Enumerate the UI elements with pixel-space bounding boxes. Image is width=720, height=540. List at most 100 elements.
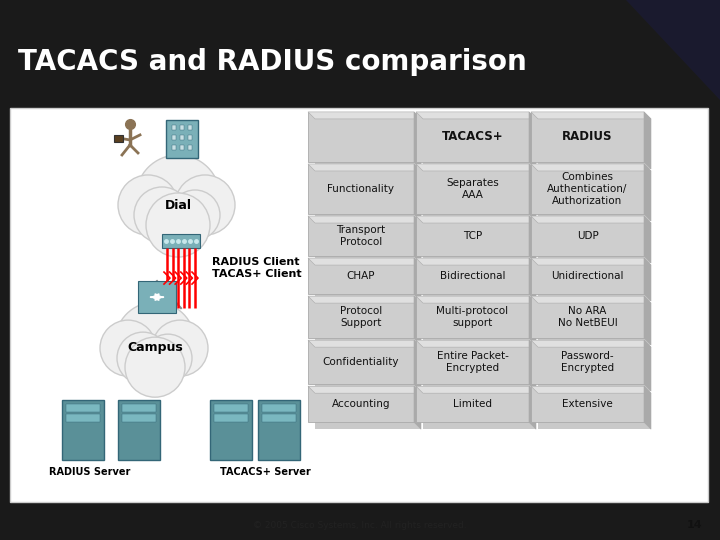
Text: Functionality: Functionality bbox=[328, 184, 395, 194]
Polygon shape bbox=[626, 0, 720, 100]
Polygon shape bbox=[414, 258, 421, 301]
Text: TACACS+ Server: TACACS+ Server bbox=[220, 467, 310, 477]
Polygon shape bbox=[529, 386, 536, 429]
FancyBboxPatch shape bbox=[538, 303, 651, 345]
Polygon shape bbox=[414, 340, 421, 391]
Circle shape bbox=[146, 193, 210, 257]
FancyBboxPatch shape bbox=[531, 164, 644, 214]
Polygon shape bbox=[644, 112, 651, 169]
Text: Entire Packet-
Encrypted: Entire Packet- Encrypted bbox=[436, 351, 508, 373]
FancyBboxPatch shape bbox=[423, 347, 536, 391]
Text: RADIUS: RADIUS bbox=[562, 131, 613, 144]
Text: 14: 14 bbox=[686, 520, 702, 530]
FancyBboxPatch shape bbox=[531, 386, 644, 422]
FancyBboxPatch shape bbox=[416, 296, 529, 338]
FancyBboxPatch shape bbox=[308, 112, 414, 162]
Polygon shape bbox=[414, 386, 421, 429]
Text: Transport
Protocol: Transport Protocol bbox=[336, 225, 386, 247]
Text: Extensive: Extensive bbox=[562, 399, 613, 409]
FancyBboxPatch shape bbox=[262, 414, 296, 422]
FancyBboxPatch shape bbox=[315, 265, 421, 301]
Text: TACACS and RADIUS comparison: TACACS and RADIUS comparison bbox=[18, 48, 527, 76]
FancyBboxPatch shape bbox=[308, 164, 414, 214]
FancyBboxPatch shape bbox=[315, 393, 421, 429]
Text: TACACS+: TACACS+ bbox=[441, 131, 503, 144]
Circle shape bbox=[115, 302, 195, 382]
Text: RADIUS Server: RADIUS Server bbox=[49, 467, 131, 477]
FancyBboxPatch shape bbox=[315, 171, 421, 221]
Polygon shape bbox=[308, 112, 421, 119]
FancyBboxPatch shape bbox=[423, 171, 536, 221]
FancyBboxPatch shape bbox=[308, 258, 414, 294]
FancyBboxPatch shape bbox=[416, 386, 529, 422]
Polygon shape bbox=[416, 216, 536, 223]
Polygon shape bbox=[308, 164, 421, 171]
Polygon shape bbox=[416, 258, 536, 265]
FancyBboxPatch shape bbox=[138, 281, 176, 313]
Text: Dial: Dial bbox=[164, 199, 192, 212]
FancyBboxPatch shape bbox=[423, 119, 536, 169]
FancyBboxPatch shape bbox=[308, 296, 414, 338]
FancyBboxPatch shape bbox=[416, 216, 529, 256]
FancyBboxPatch shape bbox=[416, 164, 529, 214]
FancyBboxPatch shape bbox=[308, 386, 414, 422]
Text: RADIUS Client
TACAS+ Client: RADIUS Client TACAS+ Client bbox=[212, 257, 302, 279]
Polygon shape bbox=[531, 258, 651, 265]
FancyBboxPatch shape bbox=[416, 258, 529, 294]
Circle shape bbox=[125, 337, 185, 397]
Polygon shape bbox=[531, 296, 651, 303]
FancyBboxPatch shape bbox=[10, 108, 708, 502]
FancyBboxPatch shape bbox=[538, 223, 651, 263]
FancyBboxPatch shape bbox=[423, 265, 536, 301]
FancyBboxPatch shape bbox=[118, 400, 160, 460]
Polygon shape bbox=[644, 164, 651, 221]
FancyBboxPatch shape bbox=[423, 303, 536, 345]
FancyBboxPatch shape bbox=[188, 125, 192, 130]
Polygon shape bbox=[644, 386, 651, 429]
Polygon shape bbox=[414, 112, 421, 169]
Polygon shape bbox=[308, 258, 421, 265]
Text: Accounting: Accounting bbox=[332, 399, 390, 409]
Polygon shape bbox=[416, 164, 536, 171]
Polygon shape bbox=[529, 216, 536, 263]
FancyBboxPatch shape bbox=[172, 125, 176, 130]
Polygon shape bbox=[531, 216, 651, 223]
FancyBboxPatch shape bbox=[315, 303, 421, 345]
Polygon shape bbox=[529, 258, 536, 301]
FancyBboxPatch shape bbox=[214, 414, 248, 422]
FancyBboxPatch shape bbox=[423, 393, 536, 429]
FancyBboxPatch shape bbox=[531, 258, 644, 294]
Circle shape bbox=[136, 155, 220, 239]
Polygon shape bbox=[414, 164, 421, 221]
FancyBboxPatch shape bbox=[122, 404, 156, 412]
FancyBboxPatch shape bbox=[315, 347, 421, 391]
Polygon shape bbox=[416, 386, 536, 393]
FancyBboxPatch shape bbox=[531, 216, 644, 256]
Circle shape bbox=[175, 175, 235, 235]
FancyBboxPatch shape bbox=[531, 112, 644, 162]
Polygon shape bbox=[531, 386, 651, 393]
FancyBboxPatch shape bbox=[210, 400, 252, 460]
Polygon shape bbox=[308, 296, 421, 303]
FancyBboxPatch shape bbox=[66, 414, 100, 422]
Polygon shape bbox=[529, 112, 536, 169]
Text: Combines
Authentication/
Authorization: Combines Authentication/ Authorization bbox=[547, 172, 628, 206]
FancyBboxPatch shape bbox=[315, 223, 421, 263]
Polygon shape bbox=[529, 164, 536, 221]
FancyBboxPatch shape bbox=[308, 340, 414, 384]
Polygon shape bbox=[308, 216, 421, 223]
Circle shape bbox=[134, 187, 190, 243]
FancyBboxPatch shape bbox=[180, 145, 184, 150]
FancyBboxPatch shape bbox=[172, 145, 176, 150]
Circle shape bbox=[170, 190, 220, 240]
FancyBboxPatch shape bbox=[166, 120, 198, 158]
Polygon shape bbox=[416, 112, 536, 119]
FancyBboxPatch shape bbox=[258, 400, 300, 460]
Polygon shape bbox=[644, 258, 651, 301]
FancyBboxPatch shape bbox=[538, 171, 651, 221]
Text: Confidentiality: Confidentiality bbox=[323, 357, 400, 367]
FancyBboxPatch shape bbox=[214, 404, 248, 412]
FancyBboxPatch shape bbox=[416, 112, 529, 162]
FancyBboxPatch shape bbox=[180, 135, 184, 140]
FancyBboxPatch shape bbox=[180, 125, 184, 130]
